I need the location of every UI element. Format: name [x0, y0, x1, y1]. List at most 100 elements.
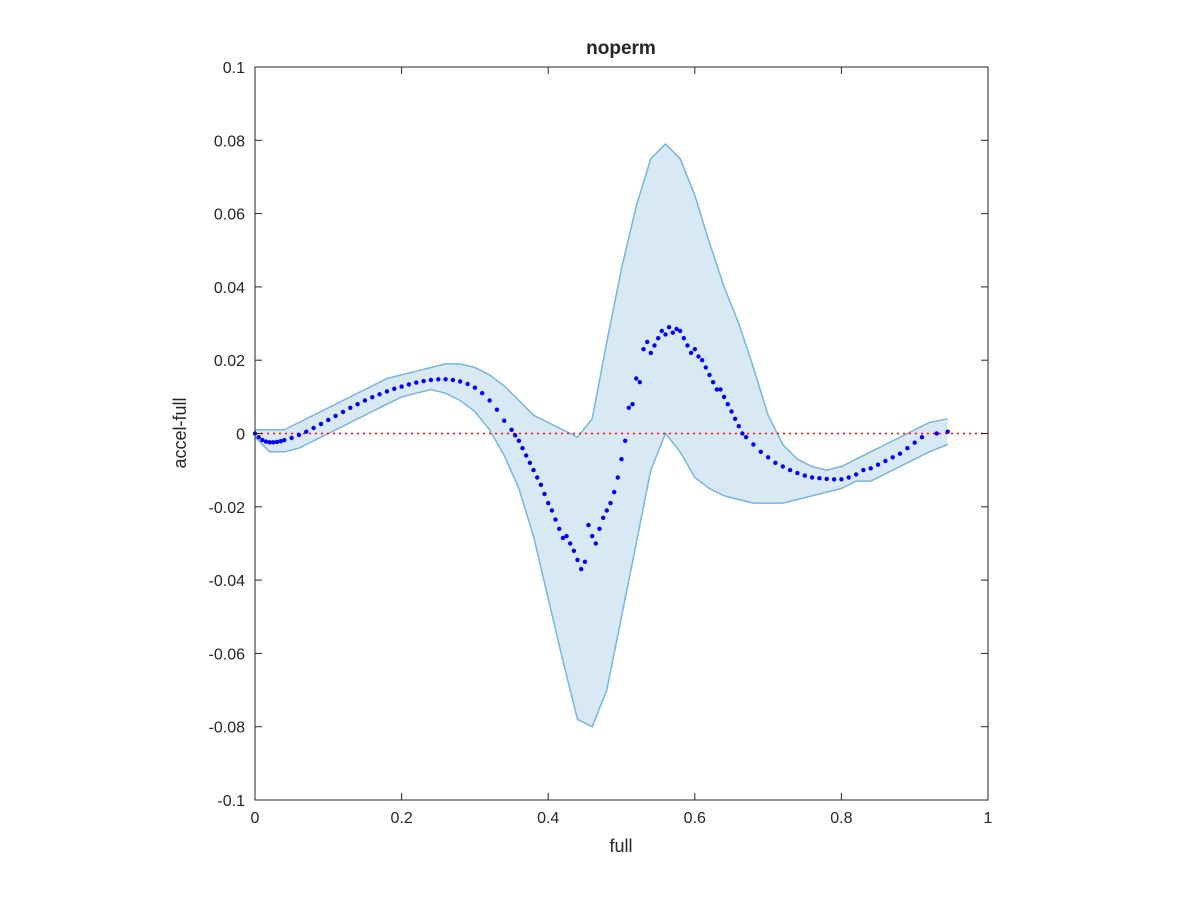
- data-point: [831, 477, 837, 482]
- data-point: [472, 385, 478, 390]
- y-tick-label: 0.06: [214, 207, 245, 224]
- data-point: [260, 437, 265, 443]
- data-point: [652, 343, 657, 348]
- data-point: [542, 491, 547, 497]
- data-point: [524, 453, 529, 458]
- data-point: [656, 336, 661, 341]
- data-point: [883, 458, 888, 464]
- data-point: [604, 508, 609, 513]
- data-point: [436, 377, 441, 382]
- data-point: [355, 402, 360, 407]
- data-point: [758, 449, 763, 454]
- data-point: [780, 464, 785, 469]
- data-point: [666, 325, 672, 330]
- data-point: [399, 384, 404, 389]
- data-point: [546, 500, 551, 506]
- data-point: [677, 328, 683, 334]
- data-point: [626, 405, 631, 410]
- data-point: [516, 438, 522, 443]
- data-point: [494, 407, 500, 412]
- data-point: [718, 387, 723, 392]
- data-point: [623, 438, 628, 443]
- data-point: [480, 391, 485, 396]
- data-point: [575, 557, 580, 563]
- data-point: [802, 473, 807, 478]
- data-point: [721, 394, 727, 400]
- band-upper-edge: [255, 142, 948, 471]
- data-point: [729, 409, 734, 414]
- data-point: [853, 472, 859, 477]
- data-point: [263, 439, 269, 444]
- data-point: [725, 402, 730, 407]
- band-lower-edge: [254, 388, 948, 728]
- data-point: [428, 377, 434, 383]
- data-point: [692, 347, 697, 352]
- data-point: [824, 476, 829, 482]
- data-point: [564, 533, 569, 539]
- data-point: [553, 517, 558, 522]
- data-point: [685, 343, 690, 348]
- data-point: [732, 416, 738, 421]
- y-tick-label: 0.1: [223, 60, 245, 77]
- data-point: [601, 515, 606, 520]
- y-tick-label: 0.08: [214, 133, 245, 150]
- data-point: [634, 376, 639, 381]
- data-point: [278, 439, 283, 444]
- y-tick-label: -0.1: [217, 793, 245, 810]
- data-point: [787, 467, 793, 473]
- y-axis-label: accel-full: [170, 397, 190, 468]
- data-point: [256, 435, 261, 440]
- y-tick-label: -0.02: [209, 500, 246, 517]
- y-tick-label: -0.08: [209, 720, 246, 737]
- data-point: [710, 380, 716, 385]
- data-point: [340, 409, 346, 415]
- data-point: [839, 477, 844, 482]
- data-point: [765, 455, 771, 460]
- data-point: [641, 347, 646, 352]
- data-point: [875, 462, 881, 467]
- axes: 0 0.2 0.4 0.6 0.8 1 -0.1 -0.08 -0.06 -0.04 -0.02 0 0…: [209, 60, 993, 827]
- data-point: [743, 435, 749, 440]
- x-tick-label: 0.6: [684, 810, 706, 827]
- data-point: [326, 417, 331, 423]
- data-point: [465, 381, 470, 387]
- data-point: [450, 377, 456, 383]
- data-point: [674, 326, 679, 332]
- data-point: [740, 431, 745, 436]
- data-point: [571, 548, 577, 553]
- y-tick-label: -0.04: [209, 573, 246, 590]
- data-point: [630, 402, 635, 407]
- data-point: [579, 566, 584, 572]
- data-point: [612, 489, 617, 495]
- data-point: [795, 470, 800, 476]
- data-point: [699, 358, 705, 363]
- data-point: [688, 350, 694, 356]
- data-point: [531, 467, 536, 473]
- data-point: [645, 339, 650, 345]
- x-tick-label: 0: [251, 810, 260, 827]
- data-point: [421, 378, 426, 384]
- chart-title: noperm: [586, 38, 656, 59]
- data-point: [502, 418, 507, 423]
- data-point: [289, 435, 294, 441]
- data-point: [707, 372, 712, 378]
- y-tick-label: -0.06: [209, 646, 246, 663]
- y-tick-label: 0: [236, 427, 245, 444]
- data-point: [637, 380, 642, 385]
- data-point: [597, 526, 602, 531]
- data-point: [590, 533, 595, 539]
- data-point: [945, 429, 950, 434]
- x-tick-label: 0.4: [537, 810, 559, 827]
- data-point: [509, 427, 514, 432]
- data-point: [817, 476, 822, 481]
- data-point: [406, 382, 412, 387]
- data-point: [443, 377, 448, 382]
- data-point: [608, 500, 613, 506]
- data-point: [751, 442, 756, 447]
- data-point: [527, 460, 533, 465]
- data-point: [681, 336, 686, 341]
- data-point: [271, 440, 276, 445]
- x-tick-label: 0.8: [830, 810, 852, 827]
- data-point: [670, 330, 675, 335]
- data-point: [897, 451, 903, 456]
